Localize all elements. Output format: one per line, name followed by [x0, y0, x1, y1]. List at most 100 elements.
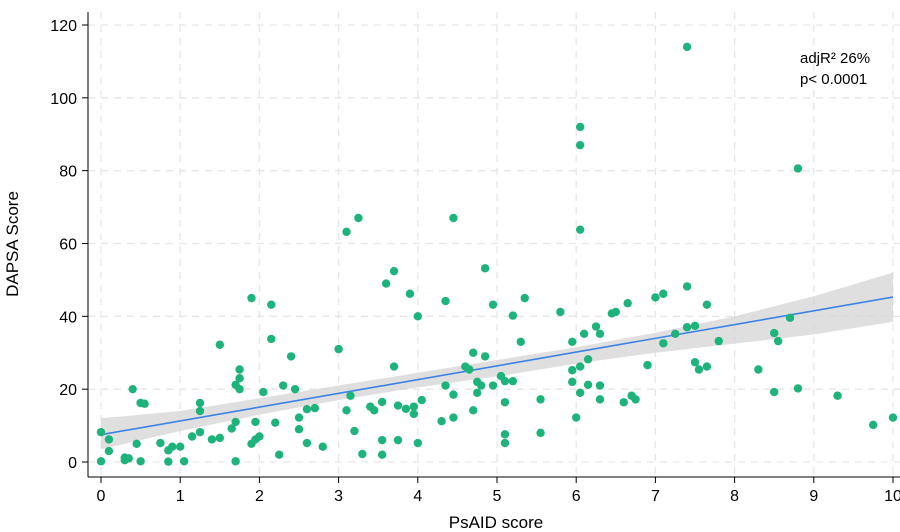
points-layer	[96, 42, 898, 466]
data-point	[409, 409, 419, 419]
data-point	[164, 457, 173, 466]
data-point	[302, 438, 312, 448]
data-point	[358, 449, 367, 459]
data-point	[195, 398, 205, 408]
data-point	[255, 432, 264, 441]
data-point	[168, 442, 177, 451]
data-point	[888, 413, 898, 422]
data-point	[520, 293, 529, 303]
data-point	[575, 362, 585, 371]
data-point	[449, 390, 458, 399]
data-point	[572, 413, 581, 422]
data-point	[651, 293, 660, 302]
y-tick-label: 40	[59, 309, 77, 326]
data-point	[516, 337, 525, 347]
data-point	[413, 312, 422, 321]
data-point	[377, 450, 387, 459]
data-point	[377, 435, 387, 445]
data-point	[449, 413, 458, 422]
y-axis-title: DAPSA Score	[3, 191, 22, 297]
data-point	[267, 334, 276, 344]
data-point	[682, 282, 692, 291]
data-point	[595, 381, 605, 390]
data-point	[156, 438, 165, 448]
data-point	[247, 293, 256, 303]
x-tick-label: 1	[176, 488, 185, 505]
data-point	[310, 403, 320, 413]
data-point	[488, 300, 498, 309]
data-point	[215, 433, 224, 443]
data-point	[690, 358, 700, 367]
data-point	[536, 428, 545, 438]
data-point	[773, 336, 783, 346]
data-point	[623, 299, 632, 308]
y-tick-label: 100	[50, 91, 77, 108]
x-tick-label: 10	[884, 488, 900, 505]
data-point	[659, 339, 668, 348]
data-point	[405, 289, 415, 298]
x-tick-label: 9	[809, 488, 818, 505]
data-point	[290, 384, 300, 394]
annotation-pvalue: p< 0.0001	[800, 71, 867, 88]
data-point	[694, 365, 704, 374]
data-point	[690, 321, 700, 331]
data-point	[575, 388, 585, 398]
data-point	[235, 384, 244, 394]
data-point	[302, 404, 312, 414]
data-point	[346, 391, 355, 400]
data-point	[441, 296, 450, 306]
data-point	[132, 439, 141, 448]
data-point	[318, 442, 327, 451]
data-point	[393, 401, 403, 410]
data-point	[702, 300, 712, 309]
data-point	[342, 406, 351, 415]
data-point	[370, 406, 379, 415]
data-point	[235, 374, 244, 383]
data-point	[702, 362, 712, 371]
data-point	[140, 399, 149, 408]
data-point	[294, 425, 304, 434]
data-point	[251, 417, 260, 427]
fit-line-layer	[100, 296, 894, 436]
data-point	[104, 435, 114, 444]
fit-line	[100, 296, 894, 436]
data-point	[671, 329, 680, 339]
data-point	[437, 417, 446, 426]
data-point	[754, 365, 763, 374]
data-point	[275, 450, 284, 459]
data-point	[136, 457, 145, 466]
data-point	[583, 355, 593, 364]
x-tick-label: 2	[255, 488, 264, 505]
data-point	[231, 457, 240, 466]
data-point	[187, 432, 197, 441]
data-point	[413, 438, 422, 448]
data-point	[575, 140, 585, 150]
data-point	[508, 376, 518, 386]
data-point	[508, 311, 518, 320]
data-point	[389, 266, 399, 276]
data-point	[568, 366, 577, 375]
data-point	[96, 427, 106, 437]
data-point	[278, 381, 288, 390]
data-point	[235, 365, 244, 374]
data-point	[583, 380, 593, 389]
data-point	[682, 42, 692, 52]
data-point	[591, 322, 601, 331]
data-point	[480, 264, 490, 273]
x-tick-label: 8	[730, 488, 739, 505]
data-point	[575, 122, 585, 132]
data-point	[124, 454, 133, 463]
axes	[82, 12, 900, 483]
data-point	[793, 384, 803, 393]
x-tick-label: 0	[97, 488, 106, 505]
data-point	[441, 381, 450, 390]
data-point	[128, 384, 137, 394]
y-tick-label: 20	[59, 382, 77, 399]
data-point	[619, 398, 628, 407]
data-point	[480, 352, 490, 361]
data-point	[393, 435, 403, 445]
data-point	[381, 279, 391, 288]
data-point	[833, 391, 842, 400]
data-point	[96, 457, 106, 466]
data-point	[179, 457, 189, 466]
